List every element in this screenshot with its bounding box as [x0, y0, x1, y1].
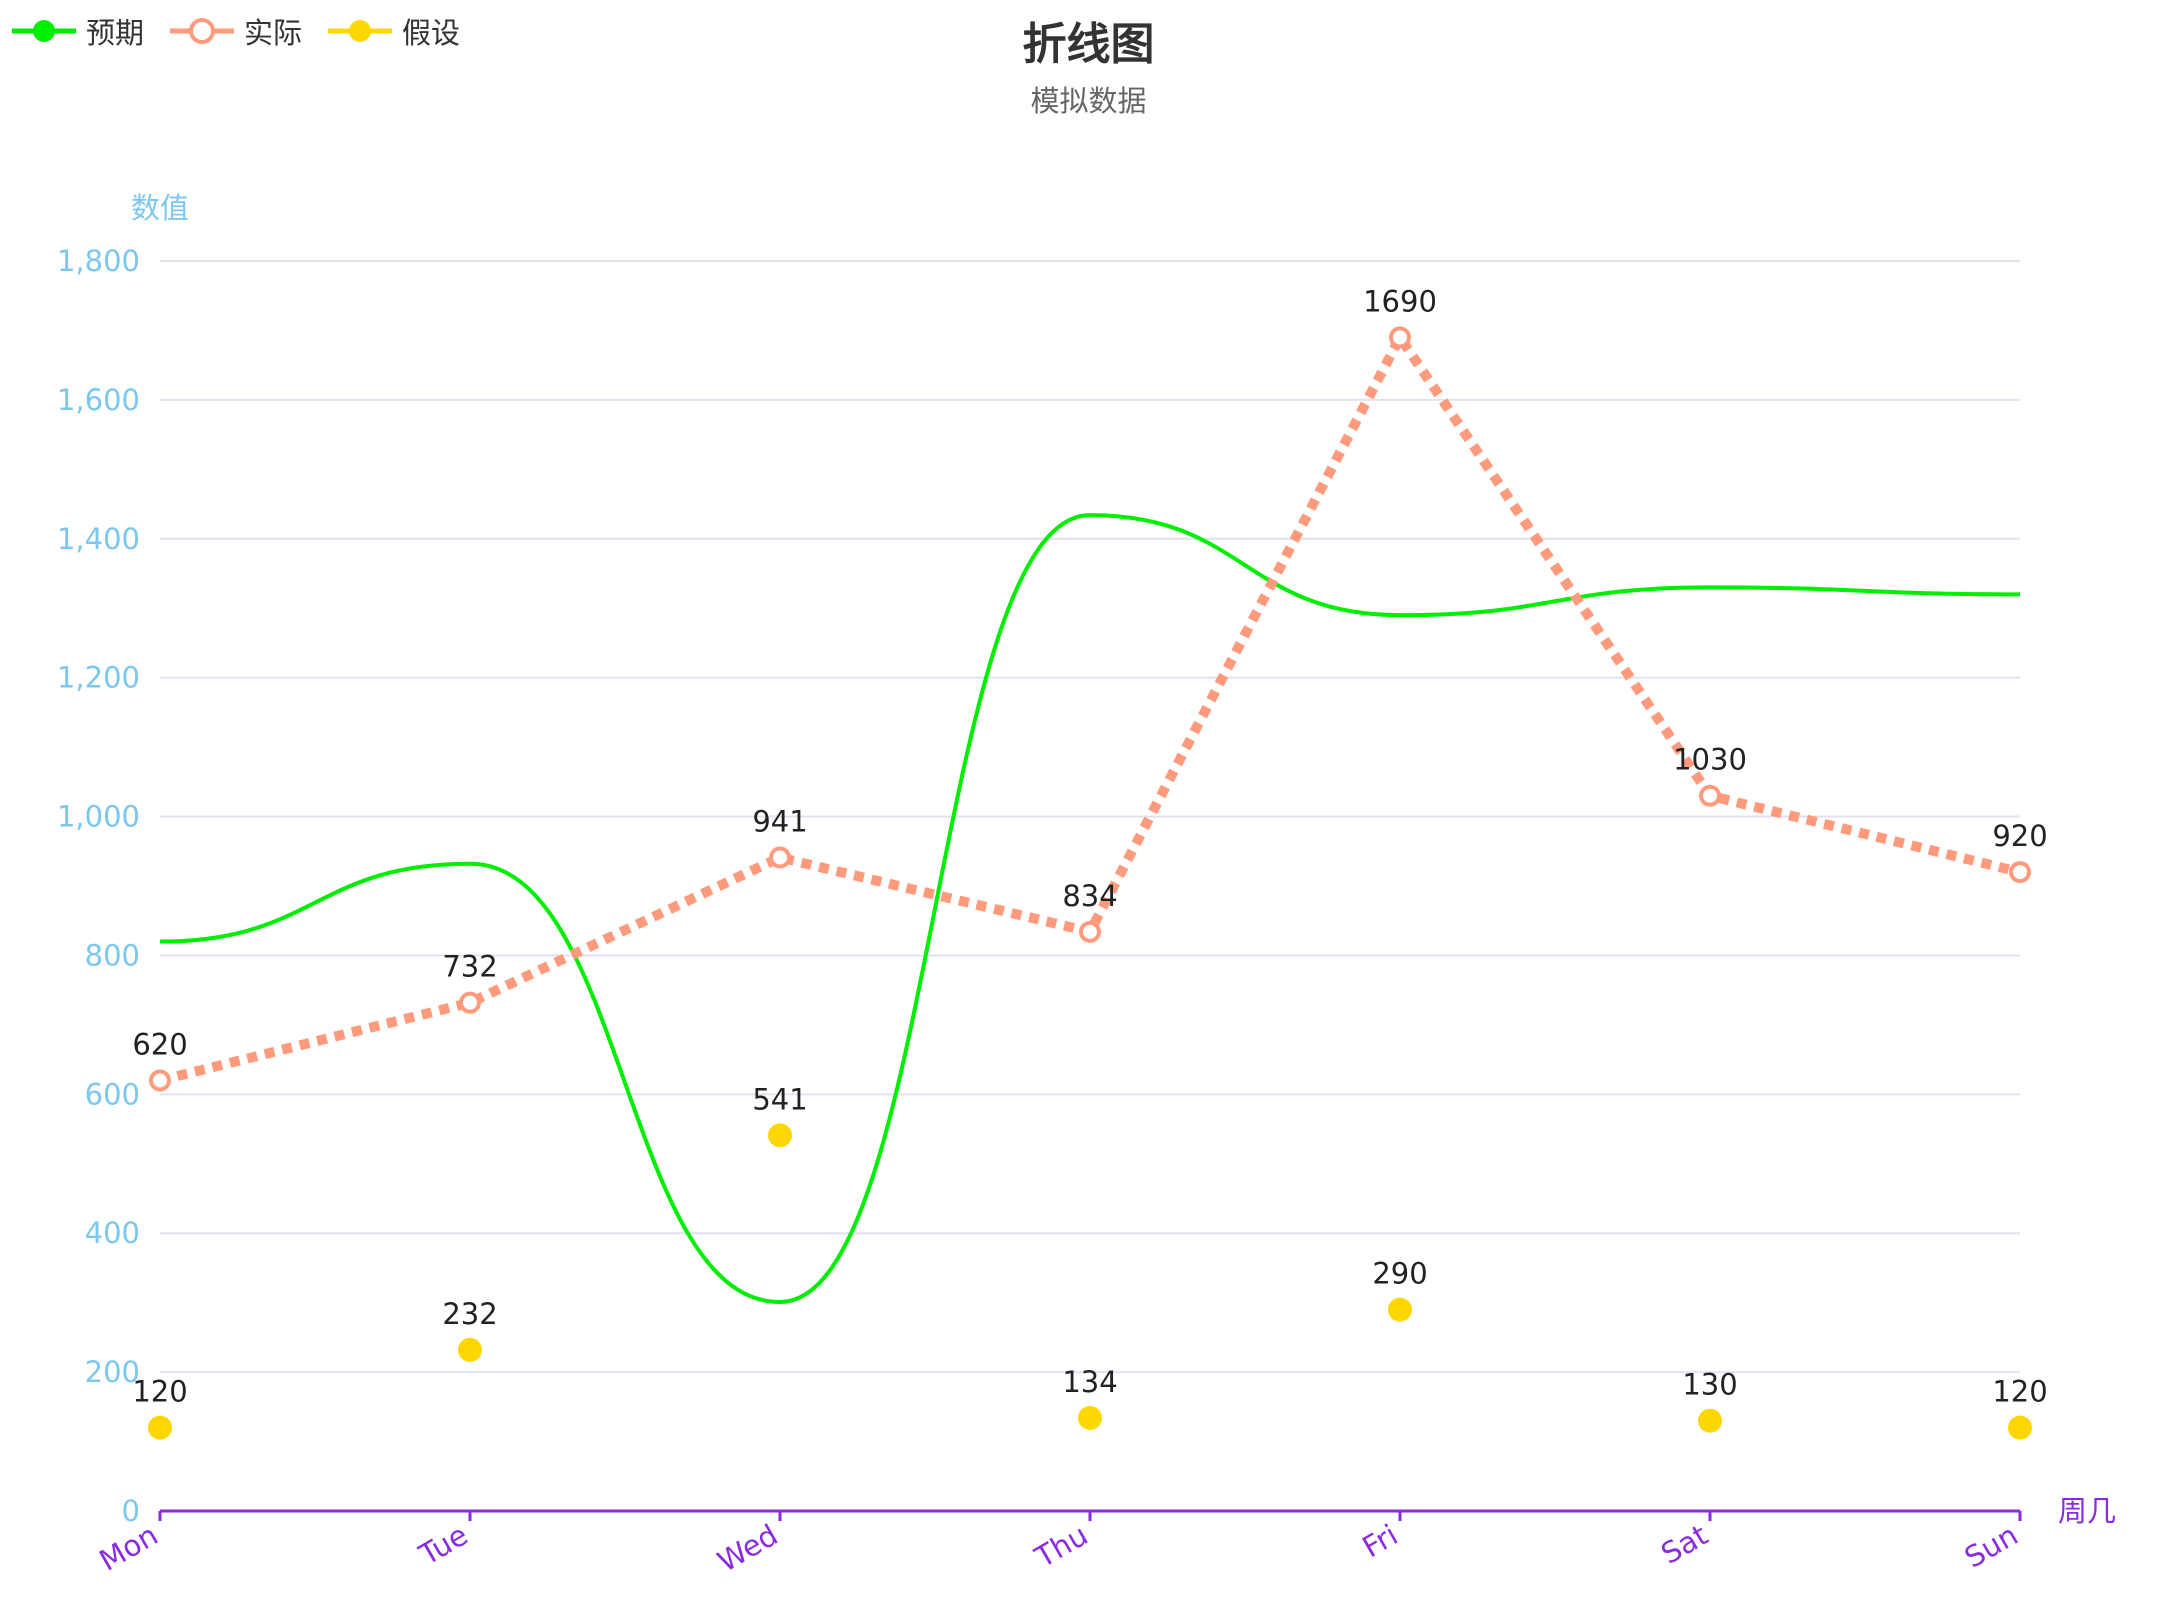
data-label: 120 [132, 1375, 187, 1409]
y-tick-label: 800 [85, 938, 140, 972]
y-tick-label: 1,600 [57, 383, 140, 417]
point-actual [771, 849, 789, 867]
point-actual [1391, 328, 1409, 346]
data-label: 941 [752, 805, 807, 839]
y-tick-label: 1,400 [57, 522, 140, 556]
point-hypothesis [148, 1416, 172, 1440]
legend-line-hollow-icon [170, 13, 234, 49]
data-label: 732 [442, 950, 497, 984]
data-label: 1030 [1673, 743, 1747, 777]
data-label: 834 [1062, 879, 1117, 913]
data-label: 620 [132, 1027, 187, 1061]
x-axis-label: 周几 [2058, 1494, 2116, 1528]
y-tick-label: 1,800 [57, 244, 140, 278]
point-actual [1081, 923, 1099, 941]
data-label: 120 [1992, 1375, 2047, 1409]
legend-label-actual: 实际 [244, 10, 302, 52]
data-label: 1690 [1363, 284, 1437, 318]
point-actual [1701, 787, 1719, 805]
y-tick-label: 1,200 [57, 661, 140, 695]
legend: 预期 实际 假设 [12, 10, 486, 52]
data-label: 232 [442, 1297, 497, 1331]
x-tick-label: Fri [1357, 1518, 1404, 1565]
point-hypothesis [768, 1123, 792, 1147]
point-hypothesis [1698, 1409, 1722, 1433]
legend-label-expected: 预期 [86, 10, 144, 52]
x-tick-label: Sun [1959, 1518, 2024, 1575]
x-tick-label: Sat [1655, 1518, 1713, 1571]
legend-item-actual[interactable]: 实际 [170, 10, 302, 52]
legend-line-solid-icon [12, 13, 76, 49]
data-label: 541 [752, 1082, 807, 1116]
point-hypothesis [2008, 1416, 2032, 1440]
point-actual [461, 994, 479, 1012]
point-actual [151, 1071, 169, 1089]
legend-item-hypothesis[interactable]: 假设 [328, 10, 460, 52]
point-hypothesis [458, 1338, 482, 1362]
legend-item-expected[interactable]: 预期 [12, 10, 144, 52]
point-actual [2011, 863, 2029, 881]
y-tick-label: 400 [85, 1216, 140, 1250]
x-tick-label: Tue [413, 1518, 474, 1573]
data-labels: 620 732 941 834 1690 1030 920 120 232 541 134 290 13… [132, 284, 2047, 1408]
data-label: 290 [1372, 1257, 1427, 1291]
data-label: 920 [1992, 819, 2047, 853]
grid-lines [160, 261, 2020, 1372]
y-tick-label: 600 [85, 1077, 140, 1111]
point-hypothesis [1388, 1298, 1412, 1322]
x-tick-label: Thu [1028, 1518, 1093, 1575]
chart-subtitle: 模拟数据 [0, 78, 2177, 120]
x-tick-label: Wed [712, 1518, 784, 1579]
data-label: 134 [1062, 1365, 1117, 1399]
point-hypothesis [1078, 1406, 1102, 1430]
legend-dot-icon [328, 13, 392, 49]
y-axis-label: 数值 [131, 191, 189, 225]
series-line-actual [160, 337, 2020, 1080]
legend-label-hypothesis: 假设 [402, 10, 460, 52]
y-tick-label: 1,000 [57, 800, 140, 834]
data-label: 130 [1682, 1368, 1737, 1402]
